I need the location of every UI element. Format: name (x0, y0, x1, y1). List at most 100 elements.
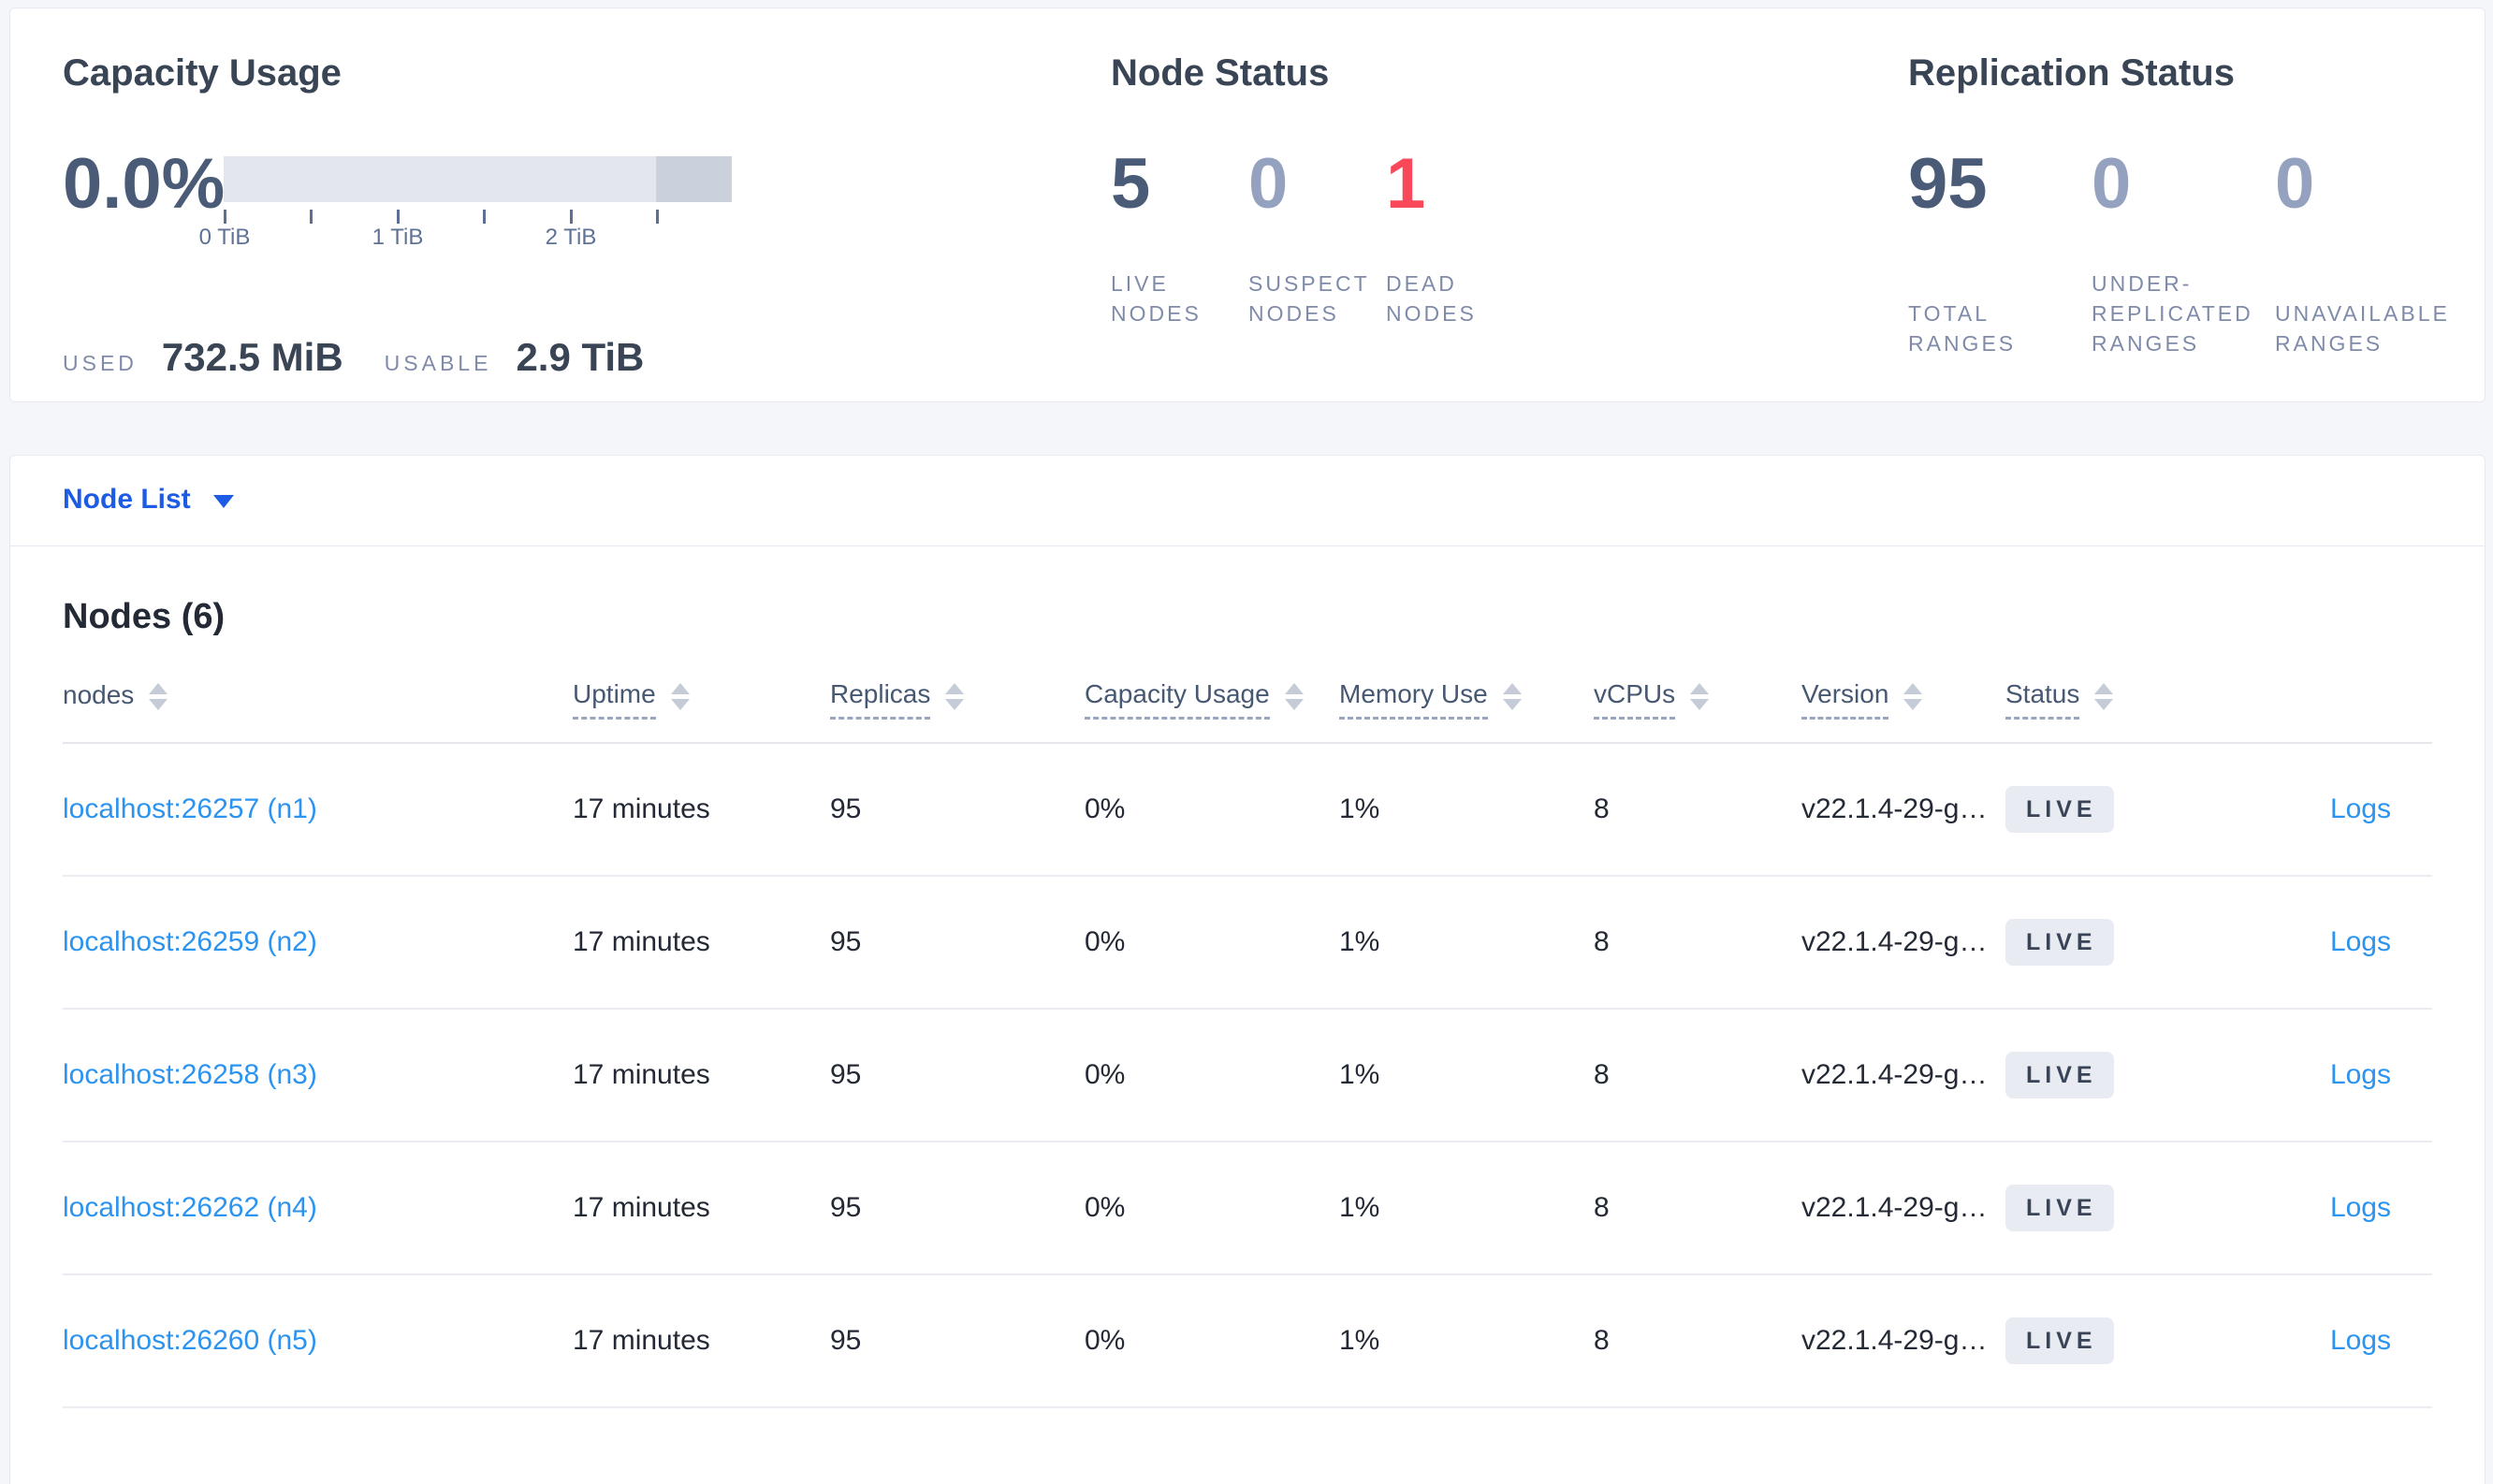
stat-value: 0 (2092, 144, 2132, 224)
column-header-version[interactable]: Version (1801, 679, 2005, 720)
sort-arrows-icon[interactable] (1690, 682, 1710, 710)
usable-label: USABLE (384, 351, 492, 375)
column-header-vcpus[interactable]: vCPUs (1594, 679, 1801, 720)
capacity-gauge: 0 TiB 1 TiB 2 TiB (199, 156, 732, 253)
column-header-label: Version (1801, 679, 1889, 720)
stat-value: 5 (1111, 144, 1151, 224)
sort-arrows-icon[interactable] (1284, 682, 1304, 710)
capacity-used-percent: 0.0% (63, 144, 226, 224)
node-list-card: Node List Nodes (6) nodes Uptime Replicas C… (9, 455, 2486, 1484)
capacity-gauge-bar (224, 156, 732, 202)
memory-use-cell: 1% (1339, 793, 1380, 824)
sort-arrows-icon[interactable] (1502, 682, 1522, 710)
stat-value: 95 (1908, 144, 1988, 224)
column-header-label: Capacity Usage (1085, 679, 1270, 720)
uptime-cell: 17 minutes (573, 1192, 710, 1223)
node-address-link[interactable]: localhost:26260 (n5) (63, 1325, 317, 1356)
status-badge: LIVE (2005, 1052, 2114, 1098)
logs-link[interactable]: Logs (2329, 926, 2391, 957)
nodes-heading: Nodes (6) (63, 597, 226, 636)
stat-label: LIVE NODES (1111, 271, 1202, 326)
column-header-label: Memory Use (1339, 679, 1488, 720)
vcpus-cell: 8 (1594, 1325, 1610, 1356)
column-header-label: Status (2005, 679, 2080, 720)
column-header-nodes[interactable]: nodes (63, 680, 573, 718)
memory-use-cell: 1% (1339, 1059, 1380, 1090)
column-header-replicas[interactable]: Replicas (830, 679, 1085, 720)
capacity-gauge-tick-labels: 0 TiB 1 TiB 2 TiB (199, 225, 732, 253)
node-address-link[interactable]: localhost:26259 (n2) (63, 926, 317, 957)
tick-label-1: 1 TiB (372, 225, 424, 250)
tick-label-2: 2 TiB (545, 225, 597, 250)
version-cell: v22.1.4-29-g… (1801, 1192, 1988, 1223)
stat-value: 1 (1386, 144, 1426, 224)
nodes-table-body: localhost:26257 (n1) 17 minutes 95 0% 1% 8 v22… (63, 744, 2432, 1408)
sort-arrows-icon[interactable] (149, 682, 168, 710)
memory-use-cell: 1% (1339, 926, 1380, 957)
view-selector-label[interactable]: Node List (63, 484, 191, 515)
vcpus-cell: 8 (1594, 926, 1610, 957)
column-header-memory-use[interactable]: Memory Use (1339, 679, 1594, 720)
version-cell: v22.1.4-29-g… (1801, 1059, 1988, 1090)
chevron-down-icon (212, 495, 234, 508)
logs-link[interactable]: Logs (2329, 1325, 2391, 1356)
vcpus-cell: 8 (1594, 1192, 1610, 1223)
uptime-cell: 17 minutes (573, 1059, 710, 1090)
status-badge: LIVE (2005, 919, 2114, 966)
node-row: localhost:26257 (n1) 17 minutes 95 0% 1% 8 v22… (63, 744, 2432, 877)
node-row: localhost:26259 (n2) 17 minutes 95 0% 1% 8 v22… (63, 877, 2432, 1010)
sort-arrows-icon[interactable] (670, 682, 690, 710)
capacity-usage-cell: 0% (1085, 926, 1126, 957)
replicas-cell: 95 (830, 793, 862, 824)
capacity-gauge-ticks (224, 202, 732, 225)
column-header-status[interactable]: Status (2005, 679, 2196, 720)
stat-value: 0 (1248, 144, 1289, 224)
replication-status-labels: TOTAL RANGES UNDER- REPLICATED RANGES UNAV… (1908, 269, 2458, 358)
node-status-title: Node Status (1111, 52, 1330, 94)
node-address-link[interactable]: localhost:26257 (n1) (63, 793, 317, 824)
logs-link[interactable]: Logs (2329, 1192, 2391, 1223)
cluster-summary-card: Capacity Usage 0.0% 0 TiB 1 TiB 2 TiB (9, 7, 2486, 402)
replication-status-section: Replication Status 95 0 0 TOTAL RANGES UNDE… (1908, 50, 2458, 360)
uptime-cell: 17 minutes (573, 1325, 710, 1356)
capacity-gauge-provisioned-segment (656, 156, 732, 202)
logs-link[interactable]: Logs (2329, 793, 2391, 824)
uptime-cell: 17 minutes (573, 793, 710, 824)
column-header-uptime[interactable]: Uptime (573, 679, 830, 720)
stat-label: TOTAL RANGES (1908, 301, 2017, 356)
used-value: 732.5 MiB (161, 335, 343, 379)
node-status-labels: LIVE NODES SUSPECT NODES DEAD NODES (1111, 269, 1908, 328)
nodes-table-section: Nodes (6) nodes Uptime Replicas Capacity Us… (10, 597, 2485, 1408)
status-badge: LIVE (2005, 1317, 2114, 1364)
sort-arrows-icon[interactable] (2094, 682, 2114, 710)
column-header-label: nodes (63, 680, 135, 709)
replication-status-title: Replication Status (1908, 52, 2235, 94)
capacity-usage-title: Capacity Usage (63, 52, 342, 94)
memory-use-cell: 1% (1339, 1192, 1380, 1223)
version-cell: v22.1.4-29-g… (1801, 926, 1988, 957)
uptime-cell: 17 minutes (573, 926, 710, 957)
replication-status-values: 95 0 0 (1908, 149, 2458, 220)
node-row: localhost:26260 (n5) 17 minutes 95 0% 1% 8 v22… (63, 1275, 2432, 1408)
view-selector-dropdown[interactable]: Node List (10, 456, 2485, 546)
column-header-capacity-usage[interactable]: Capacity Usage (1085, 679, 1339, 720)
capacity-usage-cell: 0% (1085, 793, 1126, 824)
node-row: localhost:26262 (n4) 17 minutes 95 0% 1% 8 v22… (63, 1142, 2432, 1275)
node-address-link[interactable]: localhost:26258 (n3) (63, 1059, 317, 1090)
stat-label: DEAD NODES (1386, 271, 1477, 326)
sort-arrows-icon[interactable] (945, 682, 965, 710)
node-address-link[interactable]: localhost:26262 (n4) (63, 1192, 317, 1223)
capacity-usage-section: Capacity Usage 0.0% 0 TiB 1 TiB 2 TiB (63, 50, 1111, 379)
stat-value: 0 (2275, 144, 2315, 224)
memory-use-cell: 1% (1339, 1325, 1380, 1356)
nodes-table-header-row: nodes Uptime Replicas Capacity Usage Memory … (63, 656, 2432, 744)
column-header-label: Uptime (573, 679, 656, 720)
column-header-label: vCPUs (1594, 679, 1676, 720)
sort-arrows-icon[interactable] (1903, 682, 1923, 710)
replicas-cell: 95 (830, 1192, 862, 1223)
node-status-section: Node Status 5 0 1 LIVE NODES SUSPECT NODES D… (1111, 50, 1908, 360)
status-badge: LIVE (2005, 1185, 2114, 1231)
logs-link[interactable]: Logs (2329, 1059, 2391, 1090)
replicas-cell: 95 (830, 1059, 862, 1090)
capacity-usage-cell: 0% (1085, 1325, 1126, 1356)
